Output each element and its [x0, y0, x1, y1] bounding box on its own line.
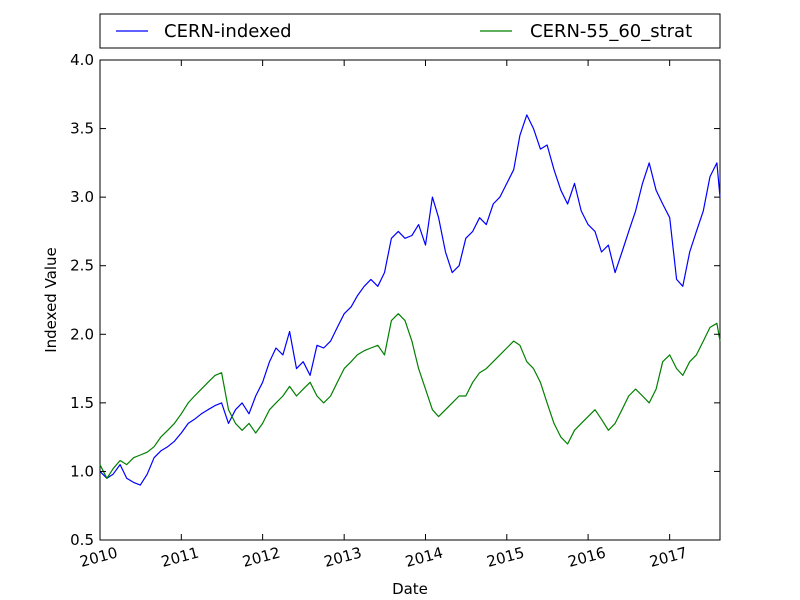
y-tick-label: 3.5	[70, 120, 94, 138]
plot-frame	[99, 59, 721, 541]
legend-label-cern-indexed: CERN-indexed	[164, 21, 292, 42]
legend: CERN-indexed CERN-55_60_strat	[99, 13, 721, 49]
x-tick-label: 2011	[159, 544, 201, 571]
y-tick-label: 2.5	[70, 257, 94, 275]
y-tick-label: 1.0	[70, 462, 94, 480]
y-tick-label: 0.5	[70, 531, 94, 549]
y-tick-label: 1.5	[70, 394, 94, 412]
x-tick-label: 2017	[648, 544, 690, 571]
y-axis-title: Indexed Value	[42, 247, 60, 353]
legend-label-cern-55-60-strat: CERN-55_60_strat	[530, 21, 692, 42]
x-axis-title: Date	[392, 580, 428, 598]
x-tick-label: 2015	[485, 544, 527, 571]
y-tick-label: 2.0	[70, 325, 94, 343]
x-tick-label: 2013	[322, 544, 364, 571]
x-tick-label: 2016	[566, 544, 608, 571]
x-tick-label: 2012	[241, 544, 283, 571]
series-layer	[99, 114, 721, 486]
x-tick-label: 2014	[403, 544, 445, 571]
series-line-cern-55-60-strat	[99, 313, 721, 479]
series-line-cern-indexed	[99, 114, 721, 486]
y-tick-label: 4.0	[70, 51, 94, 69]
y-axis-ticks: 0.5 1.0 1.5 2.0 2.5 3.0 3.5 4.0	[70, 51, 720, 549]
y-tick-label: 3.0	[70, 188, 94, 206]
legend-box	[99, 13, 721, 49]
